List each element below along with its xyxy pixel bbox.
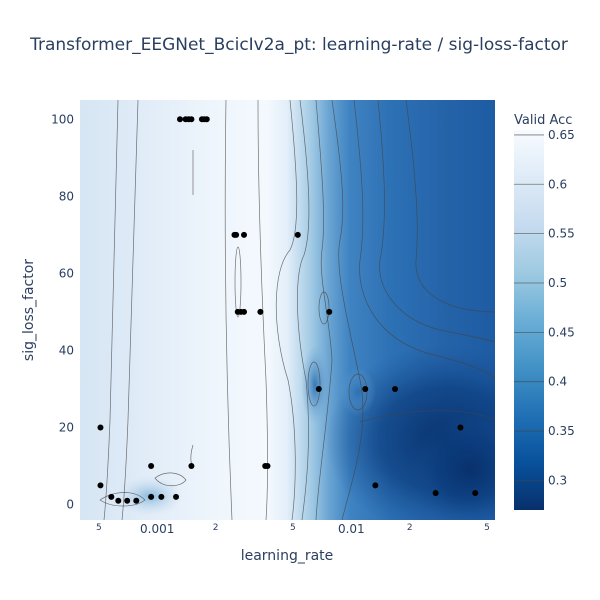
contour-line	[377, 100, 495, 343]
colorbar-tick-label: 0.45	[548, 325, 575, 339]
heatmap-local-min-1	[301, 345, 329, 425]
y-tick-label: 40	[59, 343, 74, 357]
x-tick-label: 5	[484, 523, 490, 533]
chart-title: Transformer_EEGNet_BcicIv2a_pt: learning…	[29, 35, 568, 55]
heatmap-dark-region-core	[410, 415, 495, 520]
trial-point	[264, 463, 271, 470]
trial-point	[203, 116, 210, 123]
colorbar-gradient	[514, 130, 544, 510]
trial-point	[115, 497, 122, 504]
contour-line	[353, 100, 495, 381]
x-axis-ticks: 5 0.001 2 5 0.01 2 5	[96, 522, 490, 536]
colorbar-tick-label: 0.6	[548, 177, 567, 191]
trial-point	[133, 497, 140, 504]
colorbar-tick-label: 0.3	[548, 473, 567, 487]
contour-line	[224, 100, 233, 520]
trial-point	[188, 116, 195, 123]
trial-point	[97, 482, 104, 489]
trial-point	[241, 231, 248, 238]
x-tick-label: 0.001	[140, 522, 174, 536]
colorbar-tick-label: 0.35	[548, 424, 575, 438]
y-tick-label: 80	[59, 189, 74, 203]
x-tick-label: 2	[407, 523, 413, 533]
contour-line	[348, 373, 368, 411]
contour-line	[99, 492, 146, 507]
trial-point	[457, 424, 464, 431]
contour-line	[318, 291, 330, 325]
heatmap-surface	[80, 100, 495, 520]
contour-line	[121, 100, 139, 520]
y-axis-title: sig_loss_factor	[21, 259, 37, 361]
trial-point	[294, 231, 301, 238]
trial-point	[176, 116, 183, 123]
colorbar-tick-label: 0.4	[548, 375, 567, 389]
contour-line	[331, 100, 364, 520]
contour-line	[275, 100, 298, 520]
y-tick-label: 20	[59, 421, 74, 435]
trial-point	[315, 385, 322, 392]
contour-lines	[99, 100, 495, 520]
trial-point	[257, 308, 264, 315]
trial-point	[158, 493, 165, 500]
trial-point	[124, 497, 131, 504]
trial-point	[97, 424, 104, 431]
x-tick-label: 0.01	[338, 522, 365, 536]
trial-point	[392, 385, 399, 392]
y-tick-label: 60	[59, 266, 74, 280]
colorbar-ticks: 0.3 0.35 0.4 0.45 0.5 0.55 0.6 0.65	[514, 128, 575, 487]
trial-point	[362, 385, 369, 392]
trial-point	[173, 493, 180, 500]
contour-line	[154, 472, 187, 487]
trial-point	[108, 493, 115, 500]
trial-point	[241, 308, 248, 315]
contour-line	[257, 100, 268, 520]
contour-line	[359, 410, 495, 423]
trial-point	[148, 493, 155, 500]
x-axis-title: learning_rate	[241, 548, 334, 564]
x-tick-label: 2	[213, 523, 219, 533]
trial-points	[97, 116, 479, 504]
trial-point	[432, 490, 439, 497]
contour-line	[405, 100, 495, 313]
colorbar-tick-label: 0.55	[548, 227, 575, 241]
colorbar-tick-label: 0.5	[548, 276, 567, 290]
trial-point	[472, 490, 479, 497]
x-tick-label: 5	[96, 523, 102, 533]
colorbar-title: Valid Acc	[514, 113, 572, 128]
trial-point	[188, 463, 195, 470]
contour-line	[315, 100, 333, 520]
colorbar-tick-label: 0.65	[548, 128, 575, 142]
colorbar: Valid Acc 0.3 0.35 0.4 0.45 0.5 0.55 0.6 0.65	[514, 113, 575, 510]
contour-line	[297, 100, 310, 520]
trial-point	[326, 308, 333, 315]
y-tick-label: 0	[66, 498, 74, 512]
trial-point	[148, 463, 155, 470]
y-tick-label: 100	[51, 112, 74, 126]
heatmap-local-min-2	[340, 368, 376, 416]
y-axis-ticks: 0 20 40 60 80 100	[51, 112, 74, 511]
trial-point	[372, 482, 379, 489]
contour-line	[307, 361, 321, 407]
axes: 0 20 40 60 80 100 5 0.001 2 5 0.01 2 5 learning_rat…	[21, 112, 490, 564]
trial-point	[233, 231, 240, 238]
x-tick-label: 5	[290, 523, 296, 533]
contour-line	[234, 246, 242, 318]
